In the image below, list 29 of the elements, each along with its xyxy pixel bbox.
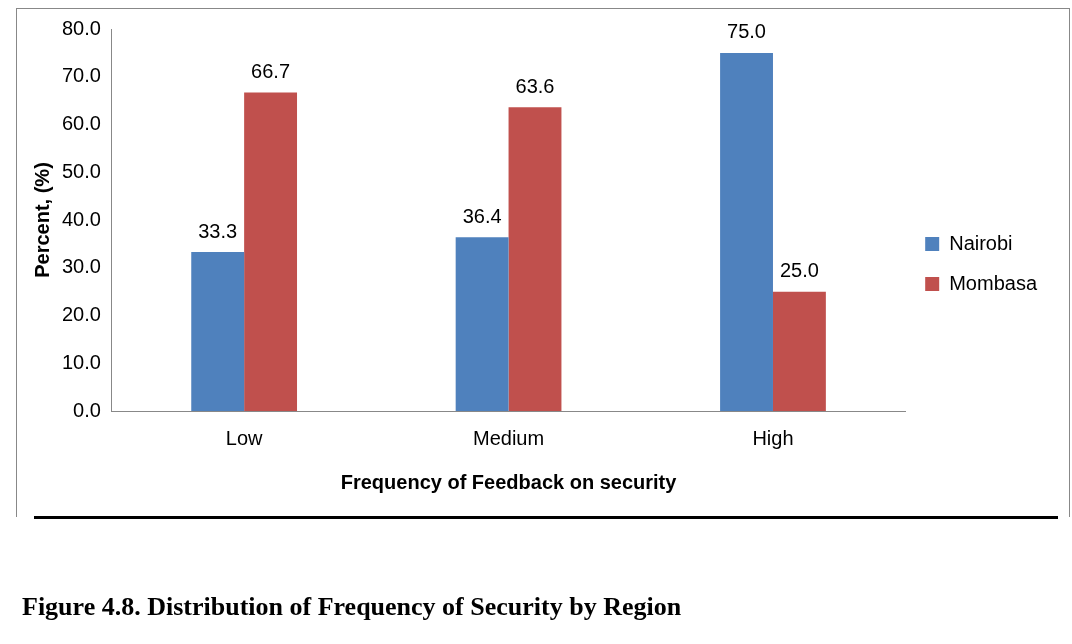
- bar: [455, 237, 509, 411]
- y-tick-label: 20.0: [61, 303, 101, 326]
- y-tick-label: 60.0: [61, 112, 101, 135]
- y-tick-label: 80.0: [61, 16, 101, 39]
- x-tick-label: Medium: [472, 426, 545, 449]
- x-tick-label: Low: [225, 426, 264, 449]
- legend-label: Nairobi: [949, 231, 1013, 254]
- data-label: 36.4: [462, 204, 502, 227]
- data-label: 33.3: [198, 219, 238, 242]
- y-tick-label: 40.0: [61, 207, 101, 230]
- bar: [508, 107, 562, 411]
- y-tick-label: 30.0: [61, 255, 101, 278]
- y-axis-title: Percent, (%): [30, 162, 53, 278]
- y-tick-label: 70.0: [61, 64, 101, 87]
- bar: [191, 251, 245, 411]
- bar: [772, 291, 826, 411]
- y-tick-label: 0.0: [73, 398, 101, 421]
- x-tick-label: High: [752, 426, 794, 449]
- data-label: 63.6: [515, 74, 555, 97]
- y-tick-label: 50.0: [61, 159, 101, 182]
- data-label: 75.0: [727, 20, 766, 43]
- data-label: 25.0: [779, 259, 819, 282]
- bar: [244, 92, 298, 411]
- bar: [720, 52, 773, 411]
- x-axis-title: Frequency of Feedback on security: [340, 470, 678, 493]
- legend-label: Mombasa: [949, 271, 1038, 294]
- text: Figure 4.8. Distribution of Frequency of Security by Region: [22, 592, 682, 622]
- y-tick-label: 10.0: [61, 350, 101, 373]
- data-label: 66.7: [251, 60, 291, 83]
